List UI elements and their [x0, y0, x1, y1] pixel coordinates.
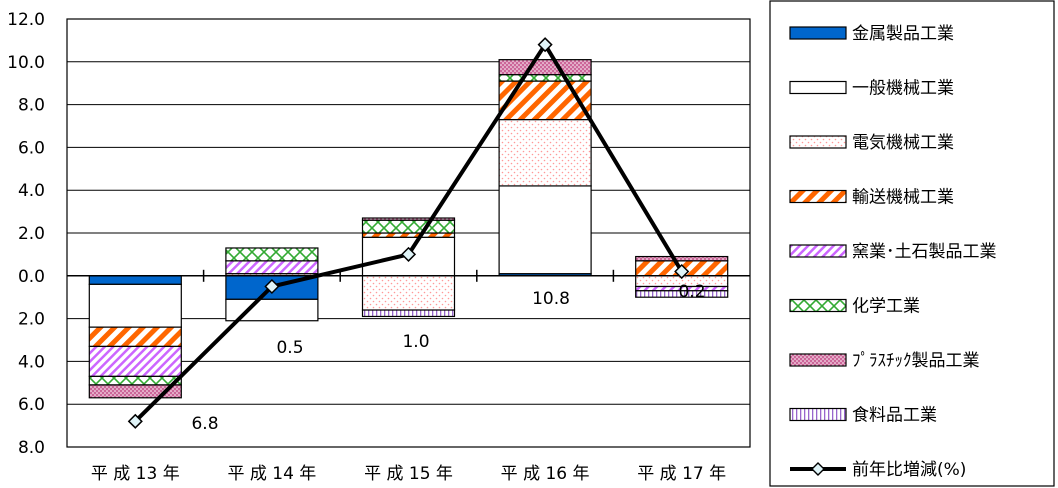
bar-segment-electric [498, 118, 592, 187]
legend-swatch [789, 298, 847, 313]
y-tick-label: 8.0 [18, 96, 45, 116]
legend-swatch [789, 353, 847, 367]
x-category-label: 平 成 17 年 [637, 464, 726, 484]
x-category-label: 平 成 16 年 [501, 464, 590, 484]
change-data-label: 0.5 [276, 338, 303, 358]
bar-segment-plastic [88, 384, 182, 399]
legend-swatch [789, 80, 847, 95]
bar-segment-plastic [498, 59, 592, 76]
bar-segment-general [498, 185, 592, 275]
legend-item-transport: 輸送機械工業 [789, 188, 954, 208]
legend-swatch [789, 244, 847, 258]
bar-segment-transport [361, 232, 456, 238]
y-tick-label: 0.0 [18, 267, 45, 287]
legend-item-ceramic: 窯業･土石製品工業 [789, 242, 997, 262]
legend-item-plastic: ﾌﾟﾗｽﾁｯｸ製品工業 [789, 351, 980, 371]
bar-segment-chemical [498, 74, 592, 82]
y-tick-label: 6.0 [18, 395, 45, 415]
legend-item-chemical: 化学工業 [789, 297, 920, 317]
plot-area-frame [66, 18, 751, 448]
bar-segment-electric [361, 275, 456, 311]
legend-label: 電気機械工業 [852, 133, 954, 153]
legend-item-food: 食料品工業 [789, 406, 937, 426]
legend-label: 一般機械工業 [852, 79, 954, 99]
x-category-label: 平 成 14 年 [227, 464, 316, 484]
change-data-label: 0.2 [678, 282, 705, 302]
change-line-marker [674, 263, 690, 280]
legend-item-change-line: 前年比増減(%) [790, 460, 966, 480]
change-line [127, 37, 690, 429]
y-tick-label: 4.0 [18, 352, 45, 372]
x-category-label: 平 成 15 年 [364, 464, 453, 484]
bar-segment-food [635, 290, 729, 298]
legend-item-general: 一般機械工業 [789, 79, 954, 99]
legend-swatch [789, 189, 847, 204]
bar-segment-transport [498, 80, 592, 121]
legend-item-metal: 金属製品工業 [789, 24, 954, 44]
y-tick-label: 8.0 [18, 438, 45, 458]
bar-segment-plastic [361, 217, 456, 221]
legend-label: 化学工業 [852, 297, 920, 317]
bar-segment-general [225, 298, 319, 322]
legend-label: 窯業･土石製品工業 [852, 242, 997, 262]
change-data-label: 10.8 [532, 289, 570, 309]
y-tick-label: 6.0 [18, 138, 45, 158]
y-tick-label: 2.0 [18, 224, 45, 244]
y-tick-label: 10.0 [7, 53, 45, 73]
legend-item-electric: 電気機械工業 [789, 133, 954, 153]
y-tick-label: 2.0 [18, 310, 45, 330]
bar-segment-general [88, 283, 182, 328]
bar-segment-chemical [361, 219, 456, 234]
data-labels: 6.8 0.5 1.0 10.8 0.2 [191, 282, 705, 434]
legend-swatch [789, 135, 847, 149]
bar-segment-transport [88, 326, 182, 348]
bar-segment-metal [88, 275, 182, 285]
bar-segment-chemical [88, 375, 182, 386]
bar-segment-food [361, 309, 456, 318]
y-axis-ticks: 12.0 10.0 8.0 6.0 4.0 2.0 0.0 2.0 4.0 6.0 8.0 [7, 10, 45, 458]
change-line-marker [127, 413, 143, 429]
bar-segment-plastic [635, 255, 729, 262]
y-tick-label: 12.0 [7, 10, 45, 30]
legend-label: 食料品工業 [852, 406, 937, 426]
legend-swatch [789, 26, 847, 40]
bar-segment-chemical [225, 247, 319, 262]
change-data-label: 6.8 [191, 414, 218, 434]
bars [88, 59, 729, 399]
legend-marker [811, 462, 825, 476]
legend-label: 金属製品工業 [852, 24, 954, 44]
change-line-marker [400, 246, 417, 262]
legend-label: ﾌﾟﾗｽﾁｯｸ製品工業 [852, 351, 980, 371]
change-line-marker [264, 278, 280, 295]
bar-segment-ceramic [88, 345, 182, 377]
category-labels: 平 成 13 年 平 成 14 年 平 成 15 年 平 成 16 年 平 成 17 年 [91, 464, 726, 484]
change-data-label: 1.0 [402, 332, 429, 352]
bar-segment-ceramic [225, 260, 319, 275]
change-line-marker [537, 37, 553, 53]
y-tick-label: 4.0 [18, 181, 45, 201]
legend-label: 輸送機械工業 [852, 188, 954, 208]
legend-label: 前年比増減(%) [852, 460, 966, 480]
legend-swatch [789, 407, 847, 422]
x-category-label: 平 成 13 年 [91, 464, 180, 484]
